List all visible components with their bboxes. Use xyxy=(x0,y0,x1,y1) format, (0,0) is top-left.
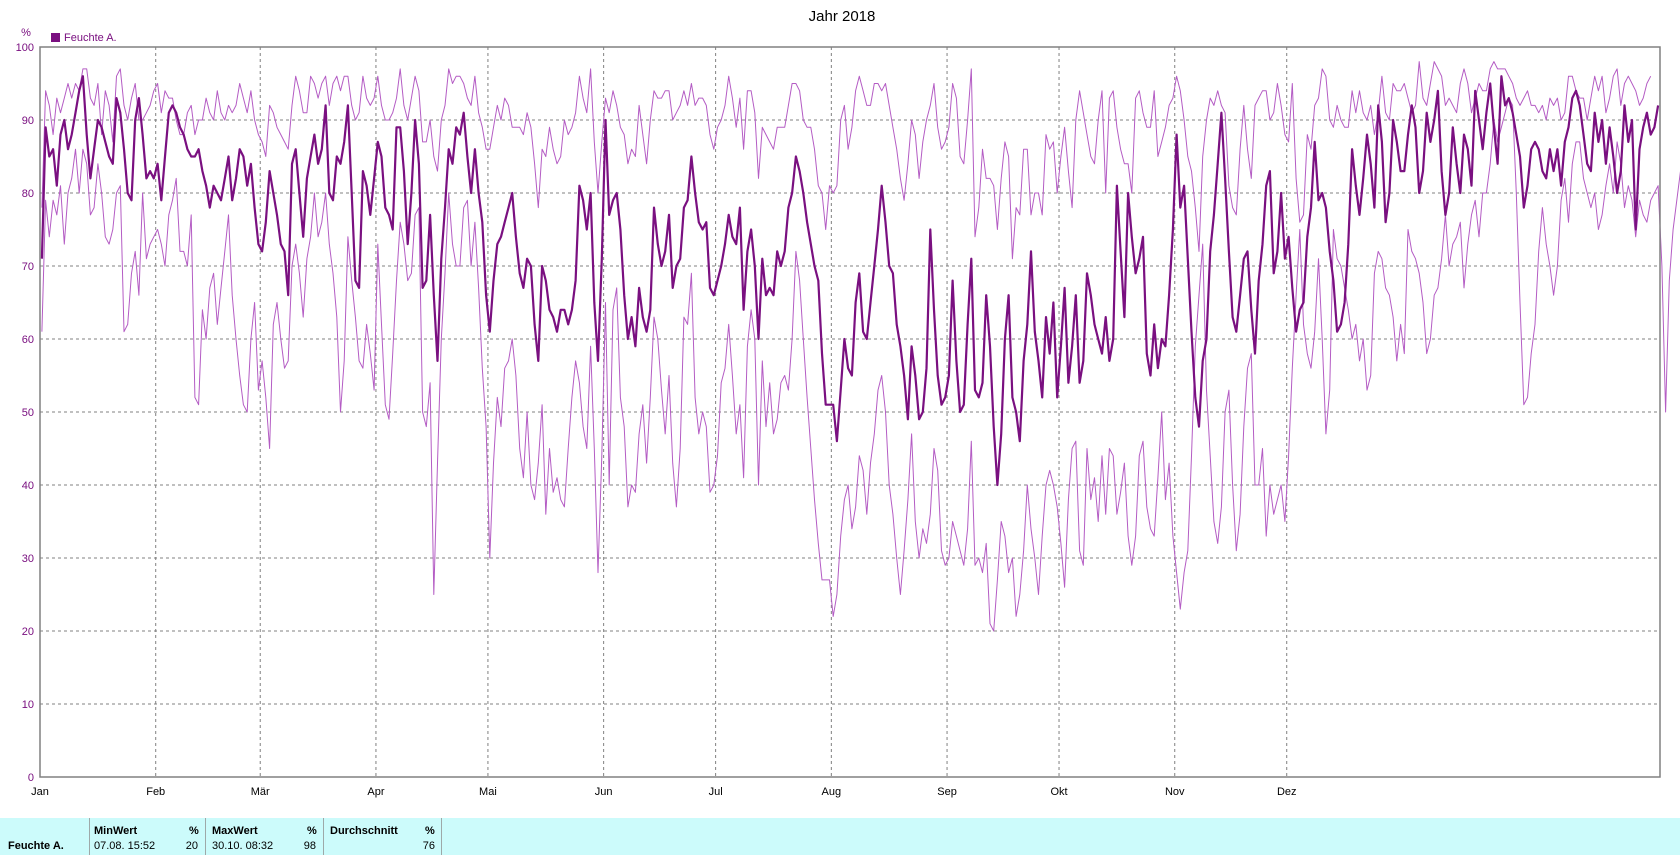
x-tick-label: Sep xyxy=(937,786,957,798)
min-value: 20 xyxy=(185,840,198,852)
stats-separator xyxy=(441,818,442,855)
x-tick-label: Jan xyxy=(31,786,49,798)
stats-separator xyxy=(89,818,90,855)
min-header: MinWert xyxy=(94,825,138,837)
y-tick-label: 100 xyxy=(16,42,34,54)
max-header: MaxWert xyxy=(212,825,258,837)
series-lines xyxy=(40,61,1680,632)
min-unit: % xyxy=(189,825,199,837)
series-line-average xyxy=(40,75,1660,487)
y-tick-label: 20 xyxy=(22,626,34,638)
x-tick-label: Dez xyxy=(1277,786,1297,798)
legend-label: Feuchte A. xyxy=(64,32,117,44)
statistics-table: Feuchte A. MinWert % 07.08. 15:52 20 Max… xyxy=(0,818,1680,855)
max-unit: % xyxy=(307,825,317,837)
x-tick-label: Apr xyxy=(367,786,384,798)
y-tick-label: 30 xyxy=(22,553,34,565)
x-tick-label: Mai xyxy=(479,786,497,798)
y-tick-label: 90 xyxy=(22,115,34,127)
legend-swatch xyxy=(51,33,60,42)
x-tick-label: Okt xyxy=(1050,786,1067,798)
y-tick-label: 40 xyxy=(22,480,34,492)
y-tick-label: 70 xyxy=(22,261,34,273)
series-line-min xyxy=(41,97,1680,632)
chart-title: Jahr 2018 xyxy=(809,8,876,25)
y-tick-label: 50 xyxy=(22,407,34,419)
y-axis-ticks: 0 10 20 30 40 50 60 70 80 90 100 xyxy=(16,42,34,784)
x-tick-label: Jun xyxy=(595,786,613,798)
x-tick-label: Mär xyxy=(251,786,270,798)
stats-separator xyxy=(323,818,324,855)
x-axis-ticks: Jan Feb Mär Apr Mai Jun Jul Aug Sep Okt Nov Dez xyxy=(31,786,1296,798)
max-time: 30.10. 08:32 xyxy=(212,840,274,852)
max-value: 98 xyxy=(303,840,316,852)
stats-row-label: Feuchte A. xyxy=(8,840,64,852)
y-tick-label: 60 xyxy=(22,334,34,346)
y-axis-unit: % xyxy=(21,27,31,39)
y-tick-label: 0 xyxy=(28,772,34,784)
y-tick-label: 80 xyxy=(22,188,34,200)
gridlines xyxy=(40,47,1660,777)
x-tick-label: Feb xyxy=(146,786,165,798)
x-tick-label: Nov xyxy=(1165,786,1185,798)
x-tick-label: Aug xyxy=(822,786,842,798)
stats-separator xyxy=(205,818,206,855)
series-line-max xyxy=(41,61,1652,260)
x-tick-label: Jul xyxy=(709,786,723,798)
avg-unit: % xyxy=(425,825,435,837)
humidity-chart: Jahr 2018 % Feuchte A. 0 10 20 30 40 50 60 70 80… xyxy=(16,8,1680,798)
avg-header: Durchschnitt xyxy=(330,825,398,837)
min-time: 07.08. 15:52 xyxy=(94,840,156,852)
legend: Feuchte A. xyxy=(51,32,117,44)
plot-frame xyxy=(39,46,1661,778)
avg-value: 76 xyxy=(422,840,435,852)
y-tick-label: 10 xyxy=(22,699,34,711)
